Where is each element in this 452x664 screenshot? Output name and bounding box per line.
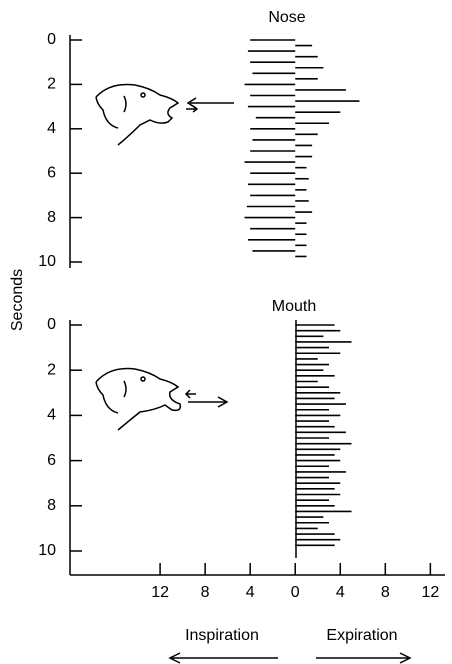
x-tick-label: 8 [381,584,390,601]
y-tick-label: 2 [47,361,56,378]
x-tick-label: 0 [291,584,300,601]
chart-title: Nose [268,9,305,26]
y-tick-label: 0 [47,316,56,333]
x-tick-label: 12 [151,584,169,601]
dog-nose-illustration [95,83,234,146]
y-tick-label: 0 [47,31,56,48]
chart-title: Mouth [272,298,316,315]
x-tick-label: 4 [336,584,345,601]
direction-arrows [168,652,412,664]
y-tick-label: 8 [47,497,56,514]
y-tick-label: 10 [38,542,56,559]
y-tick-label: 4 [47,407,56,424]
y-tick-label: 6 [47,164,56,181]
dog-mouth-illustration [95,367,229,431]
y-tick-label: 4 [47,120,56,137]
y-tick-label: 6 [47,452,56,469]
annotation: Inspiration [185,627,259,644]
y-tick-label: 10 [38,253,56,270]
x-tick-label: 12 [421,584,439,601]
y-tick-label: 8 [47,209,56,226]
annotation: Expiration [326,627,397,644]
y-tick-label: 2 [47,76,56,93]
x-tick-label: 4 [246,584,255,601]
x-tick-label: 8 [201,584,210,601]
y-axis-label: Seconds [9,269,26,331]
